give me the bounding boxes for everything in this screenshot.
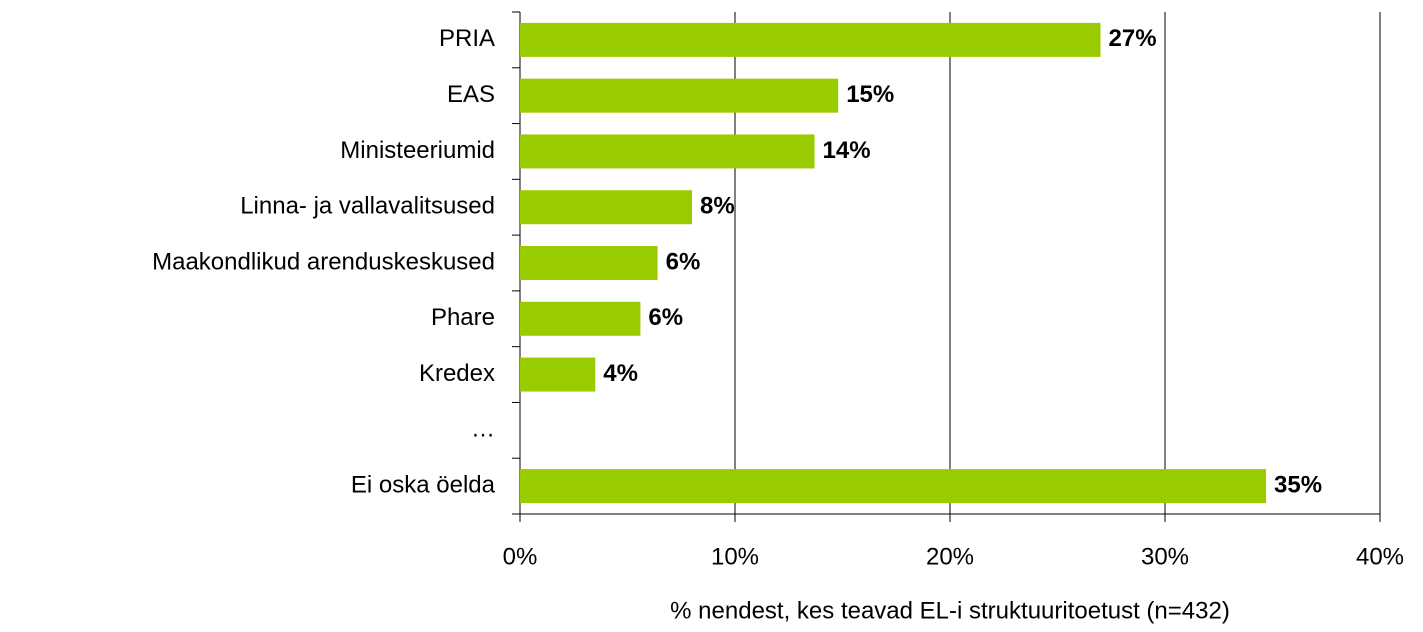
value-label: 6% [666, 248, 701, 275]
y-tick-label: Linna- ja vallavalitsused [240, 193, 495, 220]
x-tick-label: 20% [926, 543, 974, 570]
x-tick-label: 30% [1141, 543, 1189, 570]
bar [520, 78, 839, 113]
y-tick-label: Ministeeriumid [340, 137, 495, 164]
bar [520, 469, 1267, 504]
value-label: 27% [1109, 25, 1157, 52]
bar [520, 134, 815, 169]
x-tick-label: 40% [1356, 543, 1404, 570]
y-tick-label: Kredex [419, 360, 495, 387]
y-tick-label: … [471, 416, 495, 443]
value-label: 15% [846, 81, 894, 108]
bar [520, 246, 658, 280]
y-tick-label: Maakondlikud arenduskeskused [152, 248, 495, 275]
y-tick-label: Phare [431, 304, 495, 331]
x-tick-label: 0% [503, 543, 538, 570]
value-label: 8% [700, 193, 735, 220]
bar [520, 22, 1101, 57]
y-tick-label: EAS [447, 81, 495, 108]
value-label: 6% [648, 304, 683, 331]
x-tick-label: 10% [711, 543, 759, 570]
y-tick-label: PRIA [439, 25, 495, 52]
value-label: 35% [1274, 471, 1322, 498]
bar [520, 190, 692, 225]
y-tick-label: Ei oska öelda [351, 471, 496, 498]
bar [520, 301, 641, 336]
value-label: 4% [603, 360, 638, 387]
bar [520, 357, 596, 392]
value-label: 14% [823, 137, 871, 164]
x-axis-label: % nendest, kes teavad EL-i struktuuritoe… [670, 597, 1230, 624]
